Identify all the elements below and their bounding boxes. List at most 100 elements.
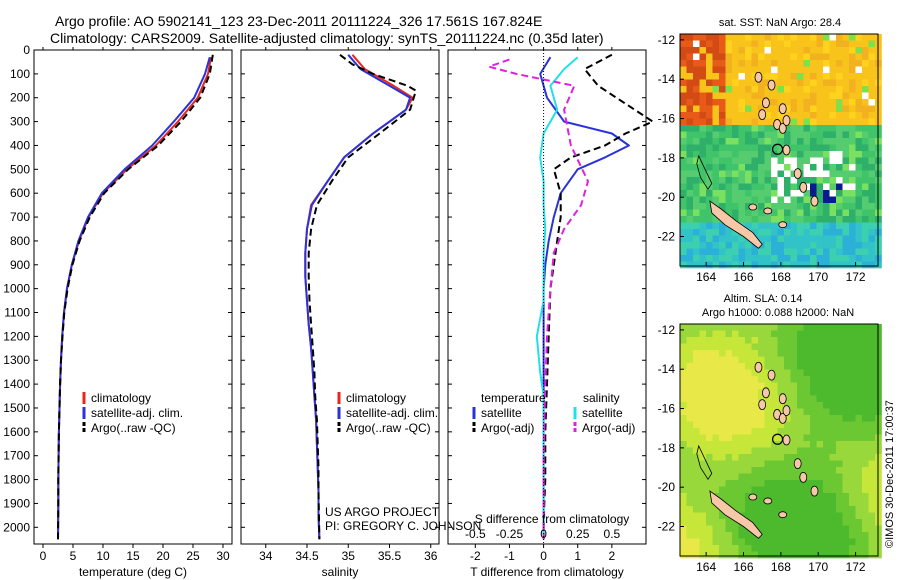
sst_map-ytick-label: -20 <box>658 190 676 204</box>
sla_map-xtick-label: 166 <box>733 560 753 574</box>
temperature-ytick-label: 1600 <box>3 425 30 439</box>
temperature-ytick-label: 1200 <box>3 329 30 343</box>
salinity-xtick-label: 36 <box>424 549 438 563</box>
temperature-ytick-label: 1700 <box>3 449 30 463</box>
temperature-ytick-label: 900 <box>10 258 30 272</box>
difference-xtick-label: 2 <box>609 549 616 563</box>
sst_map-coastlines <box>696 71 819 249</box>
difference-legend-label: Argo(-adj) <box>582 421 635 435</box>
pi-credit: PI: GREGORY C. JOHNSON <box>325 519 481 533</box>
loyalty-island <box>748 203 758 211</box>
sst_map-xtick-label: 168 <box>771 270 791 284</box>
temperature-ytick-label: 600 <box>10 186 30 200</box>
sla-map-panel: Altim. SLA: 0.14 Argo h1000: 0.088 h2000:… <box>658 293 882 574</box>
difference-legend-title-t: temperature <box>481 391 546 405</box>
sst_map-ytick-label: -16 <box>658 112 676 126</box>
vanuatu-island <box>782 405 791 416</box>
difference-legend-title-s: salinity <box>583 391 620 405</box>
temperature-ytick-label: 1500 <box>3 401 30 415</box>
difference-series-t-satellite <box>539 56 630 540</box>
temperature-xtick-label: 30 <box>216 549 230 563</box>
sla_map-frame <box>679 323 879 557</box>
difference-legend-label: Argo(-adj) <box>481 421 534 435</box>
temperature-legend-label: climatology <box>91 391 151 405</box>
header-line2: Climatology: CARS2009. Satellite-adjuste… <box>50 30 604 46</box>
temperature-xtick-label: 15 <box>126 549 140 563</box>
sst_map-xtick-label: 170 <box>808 270 828 284</box>
salinity-legend-label: Argo(..raw -QC) <box>346 421 431 435</box>
vanuatu-island <box>799 181 808 193</box>
sla_map-ytick-label: -16 <box>658 402 676 416</box>
difference-xtick-label: 1 <box>574 549 581 563</box>
difference-xtick-label: -2 <box>470 549 481 563</box>
vanuatu-island <box>793 458 802 469</box>
vanuatu-island <box>778 412 787 424</box>
difference-series-s-satellite <box>535 56 579 540</box>
difference-series-s-argo-adj- <box>488 58 589 540</box>
salinity-frame <box>240 49 440 545</box>
salinity-diff-tick-label: 0.25 <box>566 527 590 541</box>
reef-outline <box>696 444 713 481</box>
temperature-legend-label: satellite-adj. clim. <box>91 406 183 420</box>
temperature-ytick-label: 1000 <box>3 282 30 296</box>
sla_map-cells <box>680 324 882 559</box>
salinity-diff-tick-label: 0.5 <box>604 527 621 541</box>
vanuatu-island <box>754 361 763 373</box>
sst_map-xtick-label: 166 <box>733 270 753 284</box>
temperature-legend-label: Argo(..raw -QC) <box>91 421 176 435</box>
temperature-series-climatology <box>57 57 212 540</box>
temperature-ytick-label: 2000 <box>3 520 30 534</box>
salinity-xtick-label: 35.5 <box>378 549 402 563</box>
vanuatu-island <box>758 109 767 121</box>
sla-map-title: Altim. SLA: 0.14 <box>724 293 803 305</box>
temperature-ytick-label: 1400 <box>3 377 30 391</box>
reef-outline <box>696 154 713 191</box>
temperature-ytick-label: 200 <box>10 91 30 105</box>
loyalty-island <box>763 497 773 505</box>
vanuatu-island <box>799 471 808 483</box>
sst-map-title: sat. SST: NaN Argo: 28.4 <box>719 17 841 29</box>
loyalty-island <box>748 493 758 501</box>
sst_map-cells <box>680 34 882 269</box>
vanuatu-island <box>754 71 763 83</box>
vanuatu-island <box>762 97 770 109</box>
sla_map-ytick-label: -14 <box>658 362 676 376</box>
temperature-xtick-label: 25 <box>186 549 200 563</box>
sla_map-ytick-label: -20 <box>658 480 676 494</box>
vanuatu-island <box>810 485 819 497</box>
salinity-legend-label: satellite-adj. clim. <box>346 406 438 420</box>
temperature-ytick-label: 1900 <box>3 496 30 510</box>
loyalty-island <box>778 221 788 229</box>
temperature-series-satellite-adj-clim- <box>57 56 211 540</box>
salinity-series-climatology <box>304 54 414 540</box>
salinity-xtick-label: 35 <box>342 549 356 563</box>
sst_map-ytick-label: -14 <box>658 72 676 86</box>
salinity-panel: 34 34.5 35 35.5 36 salinity climatologysatelli… <box>240 47 440 579</box>
loyalty-island <box>778 511 788 519</box>
difference-legend-label: satellite <box>481 406 522 420</box>
temperature-xtick-label: 20 <box>156 549 170 563</box>
sla_map-xtick-label: 164 <box>696 560 716 574</box>
temperature-xtick-label: 10 <box>96 549 110 563</box>
difference-xtick-label: -1 <box>504 549 515 563</box>
vanuatu-island <box>810 195 819 207</box>
vanuatu-island <box>778 103 787 115</box>
temperature-ytick-label: 0 <box>23 43 30 57</box>
salinity-xlabel: salinity <box>322 565 359 579</box>
imos-watermark: ©IMOS 30-Dec-2011 17:00:37 <box>884 400 896 548</box>
temperature-ytick-label: 700 <box>10 210 30 224</box>
sla_map-xtick-label: 168 <box>771 560 791 574</box>
temperature-panel: 0 5 10 15 20 25 30 temperature (deg C) 0 100 200 30… <box>3 43 233 579</box>
temperature-ytick-label: 1800 <box>3 473 30 487</box>
header-line1: Argo profile: AO 5902141_123 23-Dec-2011… <box>55 13 542 29</box>
temperature-ytick-label: 300 <box>10 115 30 129</box>
temperature-xtick-label: 0 <box>40 549 47 563</box>
vanuatu-island <box>782 434 791 446</box>
difference-series-t-argo-adj- <box>542 53 654 540</box>
temperature-series-argo-raw-qc- <box>57 54 214 540</box>
temperature-frame <box>33 49 233 545</box>
sst_map-frame <box>679 33 879 267</box>
salinity-diff-tick-label: -0.5 <box>465 527 486 541</box>
difference-xtick-label: 0 <box>540 549 547 563</box>
